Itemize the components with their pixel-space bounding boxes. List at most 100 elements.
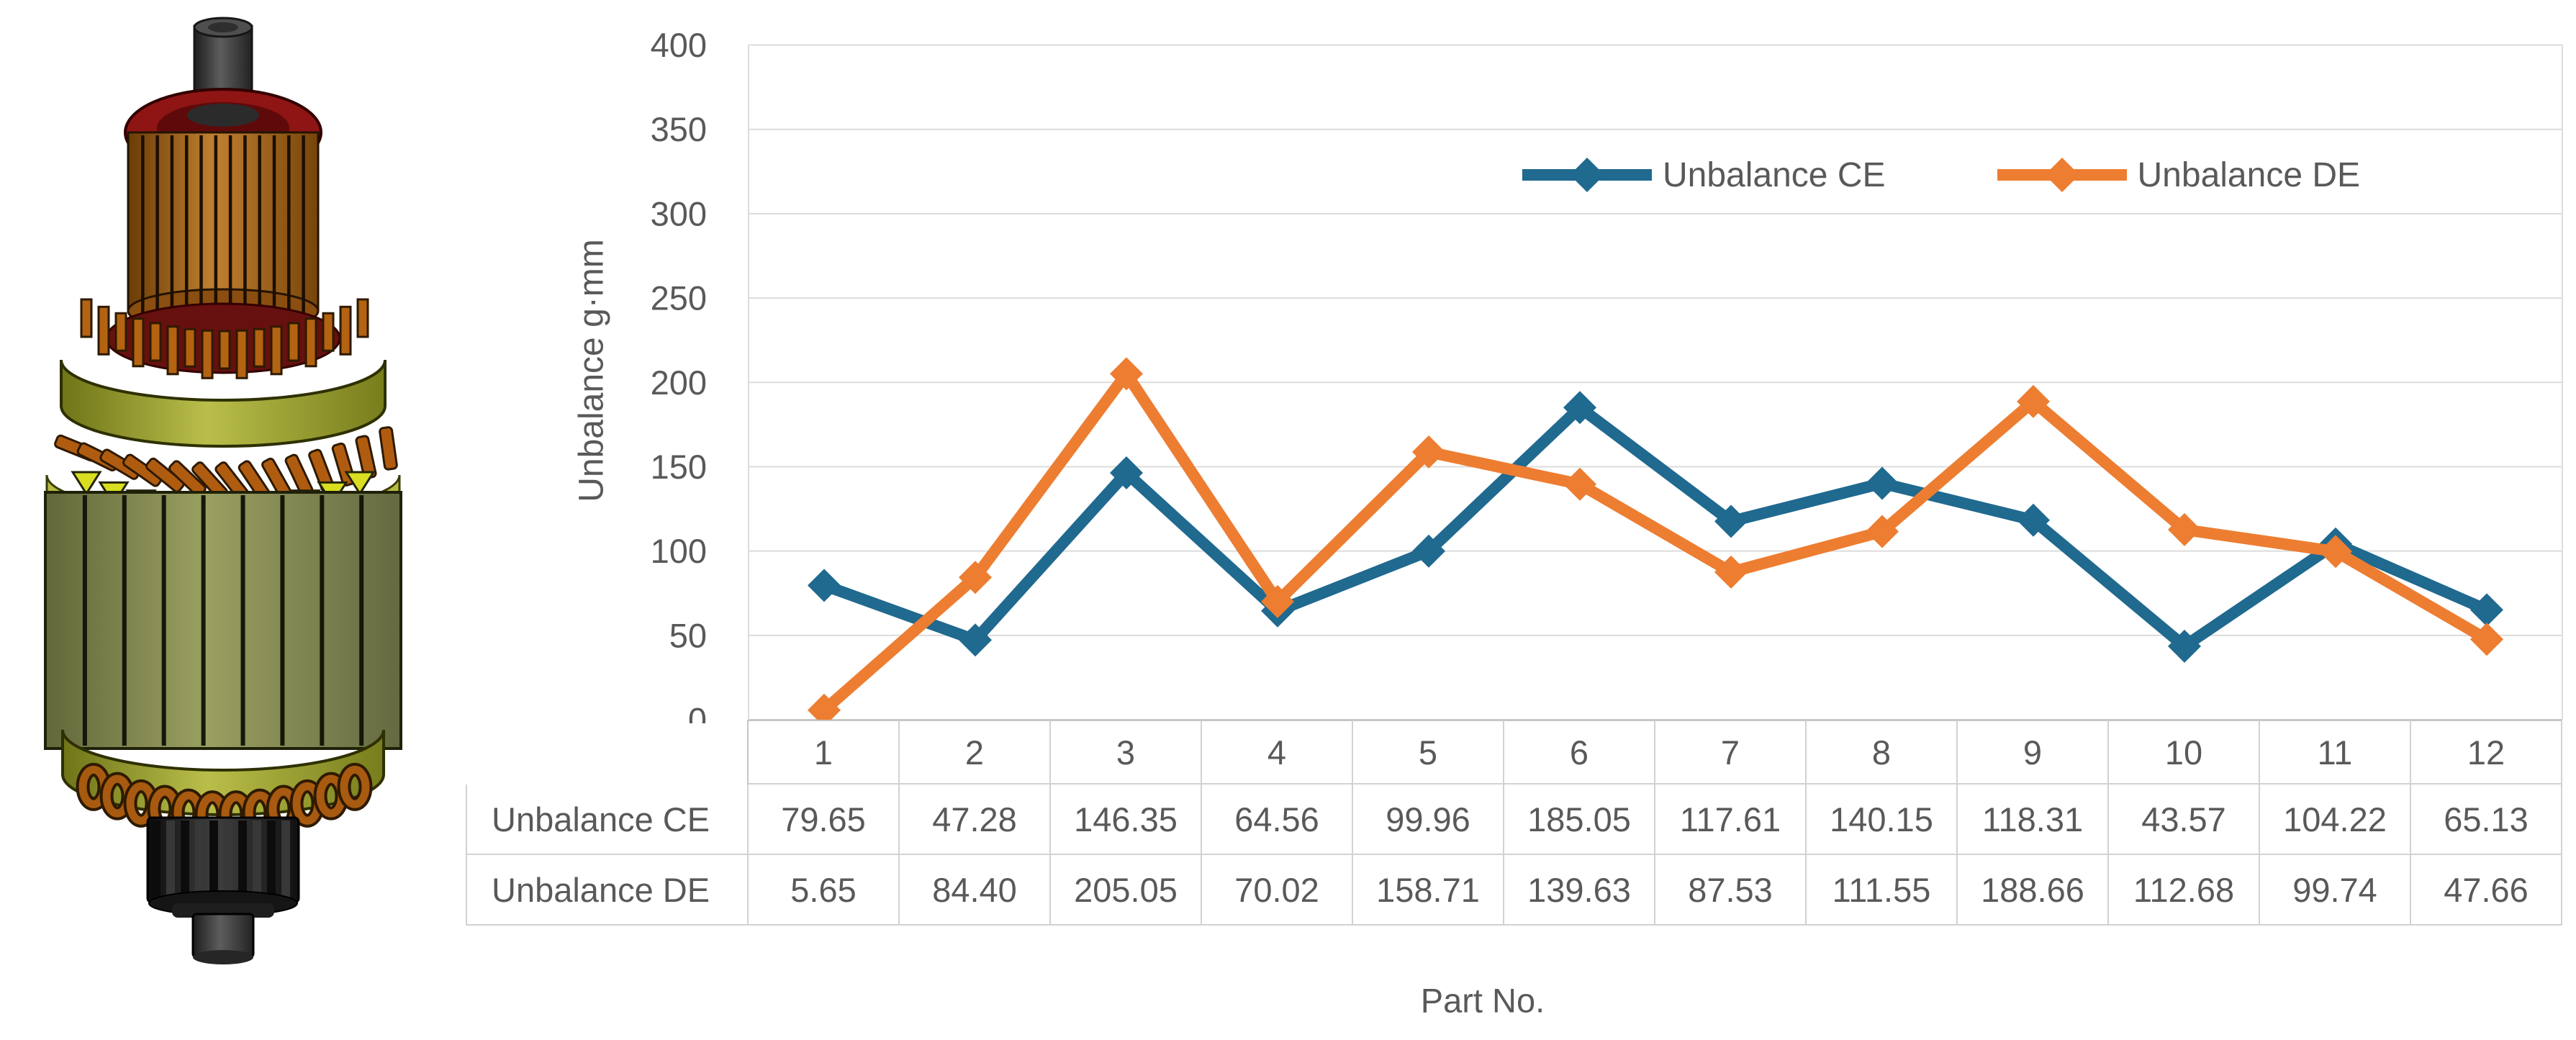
rotor-detail [132, 317, 145, 368]
table-cell: 99.96 [1353, 784, 1504, 855]
legend-label-de: Unbalance DE [2137, 155, 2361, 194]
table-cell: 112.68 [2109, 855, 2260, 926]
rotor-detail [238, 820, 247, 901]
table-row-header: Unbalance CE [466, 784, 749, 855]
data-point-marker [1563, 391, 1596, 425]
category-label: 9 [1958, 720, 2109, 784]
data-point-marker [2319, 535, 2352, 569]
table-cell: 118.31 [1958, 784, 2109, 855]
table-cell: 117.61 [1655, 784, 1807, 855]
rotor-detail [80, 298, 93, 338]
table-cell: 79.65 [749, 784, 900, 855]
series-line-ce [818, 402, 2493, 652]
rotor-detail [195, 820, 204, 901]
data-point-marker [1110, 456, 1143, 489]
rotor-detail [218, 330, 231, 370]
legend-item-unbalance-ce: Unbalance CE [1519, 153, 1886, 196]
table-cell: 205.05 [1051, 855, 1202, 926]
table-cell: 99.74 [2260, 855, 2411, 926]
table-cell: 43.57 [2109, 784, 2260, 855]
category-label: 12 [2411, 720, 2562, 784]
table-cell: 84.40 [900, 855, 1051, 926]
legend-marker-de-icon [1997, 158, 2127, 192]
data-point-marker [808, 569, 841, 602]
rotor-detail [253, 327, 266, 368]
data-point-marker [2168, 629, 2201, 663]
table-cell: 64.56 [1202, 784, 1353, 855]
series-line-de [818, 368, 2493, 716]
category-label: 11 [2260, 720, 2411, 784]
legend-marker-ce-icon [1522, 158, 1652, 192]
rotor-detail [379, 426, 398, 471]
data-point-marker [2470, 593, 2503, 627]
rotor-detail [287, 322, 300, 362]
rotor-detail [322, 312, 335, 352]
rotor-detail [339, 305, 352, 356]
table-row-header: Unbalance DE [466, 855, 749, 926]
data-point-marker [959, 623, 992, 657]
rotor-detail [184, 327, 196, 368]
data-point-marker [1261, 584, 1294, 618]
table-cell: 87.53 [1655, 855, 1807, 926]
data-point-marker [2017, 384, 2050, 418]
table-cell: 5.65 [749, 855, 900, 926]
data-point-marker [1563, 467, 1596, 501]
chart-plot-area: 0 50 100 150 200 250 300 350 400 [651, 26, 2563, 724]
table-cell: 47.66 [2411, 855, 2562, 926]
table-cell: 139.63 [1504, 855, 1655, 926]
y-tick-label: 250 [651, 279, 707, 317]
data-point-marker [1412, 435, 1445, 469]
table-cell: 140.15 [1807, 784, 1958, 855]
rotor-3d-drawing [44, 17, 402, 964]
chart-data-table: 1 2 3 4 5 6 7 8 9 10 11 12 Unbalance CE 79.65 47.28 146… [466, 720, 2562, 926]
table-cell: 185.05 [1504, 784, 1655, 855]
x-axis-title: Part No. [1420, 981, 1545, 1020]
rotor-detail [97, 305, 110, 356]
rotor-detail [166, 325, 179, 376]
y-tick-label: 0 [688, 701, 707, 724]
rotor-detail [267, 820, 276, 901]
category-label: 3 [1051, 720, 1202, 784]
table-cell: 104.22 [2260, 784, 2411, 855]
data-point-marker [2470, 623, 2503, 656]
rotor-detail [270, 325, 283, 376]
rotor-detail [356, 298, 369, 338]
table-cell: 188.66 [1958, 855, 2109, 926]
data-point-marker [2168, 512, 2201, 546]
y-tick-label: 350 [651, 110, 707, 148]
rotor-detail [235, 329, 248, 379]
y-tick-label: 100 [651, 532, 707, 570]
table-corner-cell [466, 720, 749, 784]
data-point-marker [1866, 515, 1899, 548]
data-point-marker [1412, 534, 1445, 568]
legend-label-ce: Unbalance CE [1663, 155, 1886, 194]
data-point-marker [1714, 555, 1748, 589]
rotor-detail [201, 329, 214, 379]
rotor-detail [304, 317, 317, 368]
table-cell: 70.02 [1202, 855, 1353, 926]
table-cell: 158.71 [1353, 855, 1504, 926]
category-label: 6 [1504, 720, 1655, 784]
rotor-detail [209, 820, 218, 901]
y-tick-label: 200 [651, 363, 707, 402]
data-point-marker [1110, 357, 1143, 391]
category-label: 2 [900, 720, 1051, 784]
table-cell: 47.28 [900, 784, 1051, 855]
rotor-3d-image [18, 6, 439, 967]
rotor-detail [149, 322, 162, 362]
y-tick-label: 150 [651, 448, 707, 486]
rotor-detail [181, 820, 189, 901]
category-label: 10 [2109, 720, 2260, 784]
category-label: 7 [1655, 720, 1807, 784]
category-label: 5 [1353, 720, 1504, 784]
category-label: 4 [1202, 720, 1353, 784]
data-point-marker [808, 693, 841, 723]
y-tick-label: 400 [651, 26, 707, 64]
category-label: 8 [1807, 720, 1958, 784]
data-point-marker [1714, 505, 1748, 538]
table-cell: 146.35 [1051, 784, 1202, 855]
rotor-detail [114, 312, 127, 352]
data-point-marker [959, 561, 992, 594]
rotor-detail [344, 471, 376, 496]
